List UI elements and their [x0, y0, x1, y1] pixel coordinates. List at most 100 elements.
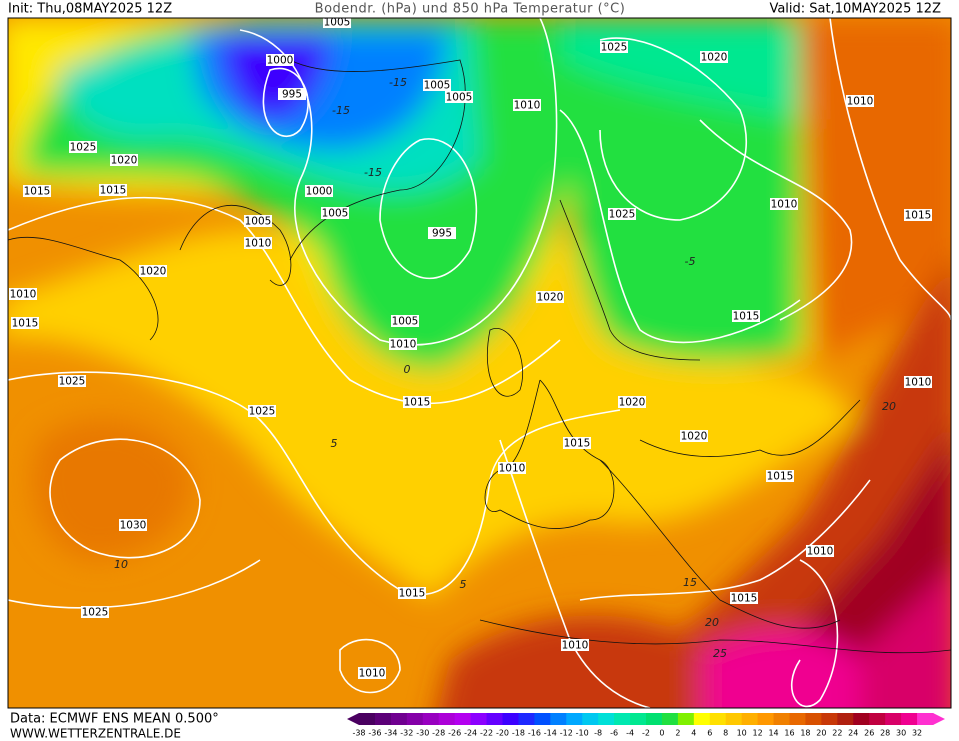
colorbar-cell: [518, 713, 535, 725]
isobar-label-box: [305, 185, 333, 197]
colorbar-cell: [486, 713, 503, 725]
colorbar-cell: [502, 713, 519, 725]
isobar-label-box: [358, 667, 386, 679]
isobar-label: 1005: [424, 80, 451, 92]
colorbar-label: -14: [544, 729, 557, 738]
colorbar-cell: [693, 713, 711, 725]
isobar-label: 1005: [322, 208, 349, 220]
isobar-label: 1010: [10, 289, 37, 301]
isobar-label: 1015: [404, 397, 431, 409]
colorbar-label: 4: [691, 729, 696, 738]
isobar-label: 1015: [731, 593, 758, 605]
isobar-label: 1020: [701, 52, 728, 64]
isobar-label: 1020: [140, 266, 167, 278]
isobar-label: 1015: [12, 318, 39, 330]
isobar-label-box: [321, 207, 349, 219]
isobar-label-box: [266, 54, 294, 66]
colorbar-cell: [646, 713, 663, 725]
colorbar-label: -16: [528, 729, 541, 738]
isobar-label: 1015: [767, 471, 794, 483]
colorbar-cell: [869, 713, 886, 725]
isobar-label-box: [904, 209, 932, 221]
colorbar-cell: [821, 713, 838, 725]
isobar-label-box: [846, 95, 874, 107]
colorbar-label: 32: [912, 729, 922, 738]
isobar-label: 1010: [514, 100, 541, 112]
isobars: [8, 18, 951, 708]
temperature-label: -5: [685, 255, 696, 268]
temperature-label: 20: [882, 400, 896, 413]
isobar-label-box: [403, 396, 431, 408]
isobar-label-box: [323, 18, 351, 28]
colorbar-label: 2: [675, 729, 680, 738]
colorbar-cell: [550, 713, 567, 725]
isobar-label: 1015: [100, 185, 127, 197]
colorbar-cell: [901, 713, 918, 725]
temperature-label: 20: [705, 616, 719, 629]
colorbar-cell: [630, 713, 647, 725]
colorbar-label: -30: [416, 729, 429, 738]
colorbar-label: -6: [610, 729, 618, 738]
isobar-label-box: [398, 587, 426, 599]
isobar-label-box: [244, 237, 272, 249]
colorbar-label: 26: [864, 729, 874, 738]
isobar-label-box: [806, 545, 834, 557]
isobar-label: 1025: [249, 406, 276, 418]
colorbar-cell: [438, 713, 456, 725]
colorbar-label: -38: [352, 729, 365, 738]
isobar-label: 995: [282, 89, 302, 101]
colorbar-cell: [582, 713, 599, 725]
colorbar-cell: [406, 713, 424, 725]
colorbar-label: -22: [480, 729, 493, 738]
colorbar-cell: [534, 713, 551, 725]
isobar-label: 1030: [120, 520, 147, 532]
isobar-label-box: [428, 227, 456, 239]
isobar-label: 1025: [601, 42, 628, 54]
colorbar-label: -36: [368, 729, 381, 738]
isobar-label: 1025: [82, 607, 109, 619]
temperature-label: 5: [331, 437, 338, 450]
isobar-label-box: [732, 310, 760, 322]
isobar-label: 1010: [847, 96, 874, 108]
isobar-label: 1005: [392, 316, 419, 328]
isobar-label: 1020: [537, 292, 564, 304]
temperature-label: 15: [683, 576, 697, 589]
isobar-label: 1010: [771, 199, 798, 211]
colorbar-arrow-left: [347, 713, 359, 725]
temperature-field: [8, 18, 951, 708]
isobar-label-box: [81, 606, 109, 618]
isobar-label: 1000: [306, 186, 333, 198]
colorbar-cell: [757, 713, 775, 725]
colorbar-cell: [853, 713, 870, 725]
isobar-label-box: [618, 396, 646, 408]
isobar-label: 1005: [446, 92, 473, 104]
colorbar-label: -4: [626, 729, 634, 738]
colorbar-label: -20: [496, 729, 509, 738]
isobar-label-box: [23, 185, 51, 197]
colorbar-label: 22: [832, 729, 842, 738]
colorbar-cell: [598, 713, 615, 725]
colorbar-label: 18: [800, 729, 810, 738]
colorbar-label: -34: [384, 729, 397, 738]
isobar-label-box: [99, 184, 127, 196]
colorbar-cell: [359, 713, 376, 725]
colorbar-label: 8: [723, 729, 728, 738]
isobar-label: 1015: [733, 311, 760, 323]
colorbar-label: 20: [816, 729, 826, 738]
colorbar-cell: [709, 713, 727, 725]
isobar-label-box: [563, 437, 591, 449]
colorbar-label: 14: [768, 729, 778, 738]
colorbar-label: 12: [753, 729, 763, 738]
colorbar-label: -10: [576, 729, 589, 738]
isobar-label-box: [58, 375, 86, 387]
isobar-label: 1020: [111, 155, 138, 167]
valid-time: Valid: Sat,10MAY2025 12Z: [769, 2, 941, 17]
temperature-label: 10: [114, 558, 128, 571]
isobar-label-box: [119, 519, 147, 531]
temperature-label: 5: [460, 578, 467, 591]
isobar-label: 1015: [24, 186, 51, 198]
colorbar-cell: [454, 713, 472, 725]
colorbar-label: 0: [659, 729, 664, 738]
